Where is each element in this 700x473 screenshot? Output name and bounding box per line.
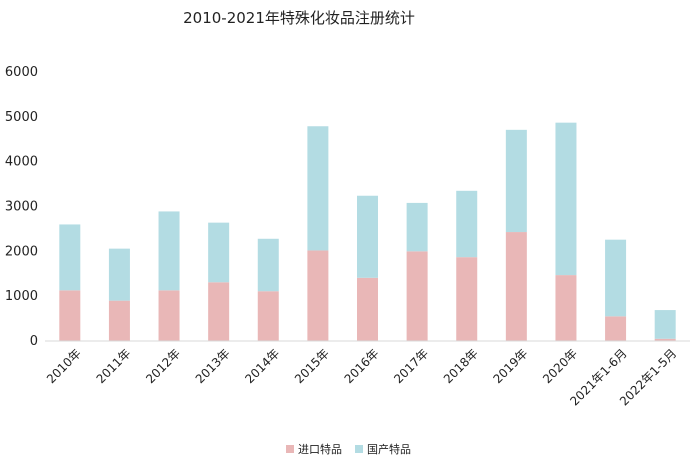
x-tick-label: 2016年	[342, 346, 382, 386]
bar-segment-imported	[208, 282, 230, 341]
y-tick-label: 5000	[5, 110, 38, 125]
x-tick-label: 2020年	[540, 346, 580, 386]
bar-segment-domestic	[357, 195, 378, 278]
x-tick-label: 2018年	[441, 346, 481, 386]
x-tick-label: 2012年	[143, 346, 183, 386]
bar-segment-domestic	[307, 126, 329, 251]
y-tick-label: 3000	[5, 200, 38, 215]
bar-segment-domestic	[257, 238, 279, 292]
x-tick-label: 2011年	[94, 346, 134, 386]
x-axis: 2010年 2011年 2012年 2013年 2014年 2015年 2016年 2017年…	[44, 346, 679, 408]
legend-swatch	[355, 445, 363, 453]
bar-segment-imported	[654, 338, 676, 341]
x-tick-label: 2010年	[44, 346, 84, 386]
x-tick-label: 2019年	[490, 346, 530, 386]
x-tick-label: 2015年	[292, 346, 332, 386]
x-tick-label: 2014年	[242, 346, 282, 386]
bar-segment-domestic	[158, 211, 180, 291]
bar-segment-domestic	[59, 224, 81, 291]
bar-segment-domestic	[108, 248, 130, 301]
y-tick-label: 0	[30, 334, 38, 349]
bar-segment-domestic	[208, 222, 230, 283]
bar-segment-imported	[406, 251, 428, 341]
legend-label: 进口特品	[298, 442, 342, 456]
bar-segment-domestic	[555, 122, 577, 276]
bar-segment-imported	[158, 290, 180, 341]
legend-swatch	[286, 445, 294, 453]
bar-segment-imported	[555, 275, 577, 341]
y-tick-label: 1000	[5, 289, 38, 304]
y-tick-label: 6000	[5, 65, 38, 80]
y-tick-label: 2000	[5, 244, 38, 259]
y-axis: 0 1000 2000 3000 4000 5000 6000	[5, 65, 38, 349]
bar-segment-domestic	[505, 129, 527, 233]
bar-segment-imported	[257, 291, 279, 341]
bar-segment-imported	[456, 257, 478, 341]
legend-label: 国产特品	[367, 442, 411, 456]
bar-segment-imported	[59, 290, 81, 341]
bar-segment-imported	[505, 232, 527, 341]
y-tick-label: 4000	[5, 155, 38, 170]
bar-segment-domestic	[456, 190, 478, 258]
legend: 进口特品 国产特品	[286, 442, 411, 456]
chart-title: 2010-2021年特殊化妆品注册统计	[183, 9, 415, 27]
bar-segment-domestic	[654, 310, 676, 339]
bar-segment-imported	[307, 250, 329, 341]
x-tick-label: 2013年	[193, 346, 233, 386]
bar-segment-domestic	[605, 239, 627, 317]
bar-segment-imported	[357, 277, 378, 341]
bar-segment-imported	[108, 300, 130, 341]
bars	[59, 122, 676, 341]
bar-segment-domestic	[406, 202, 428, 252]
x-tick-label: 2017年	[391, 346, 431, 386]
bar-segment-imported	[605, 316, 627, 341]
